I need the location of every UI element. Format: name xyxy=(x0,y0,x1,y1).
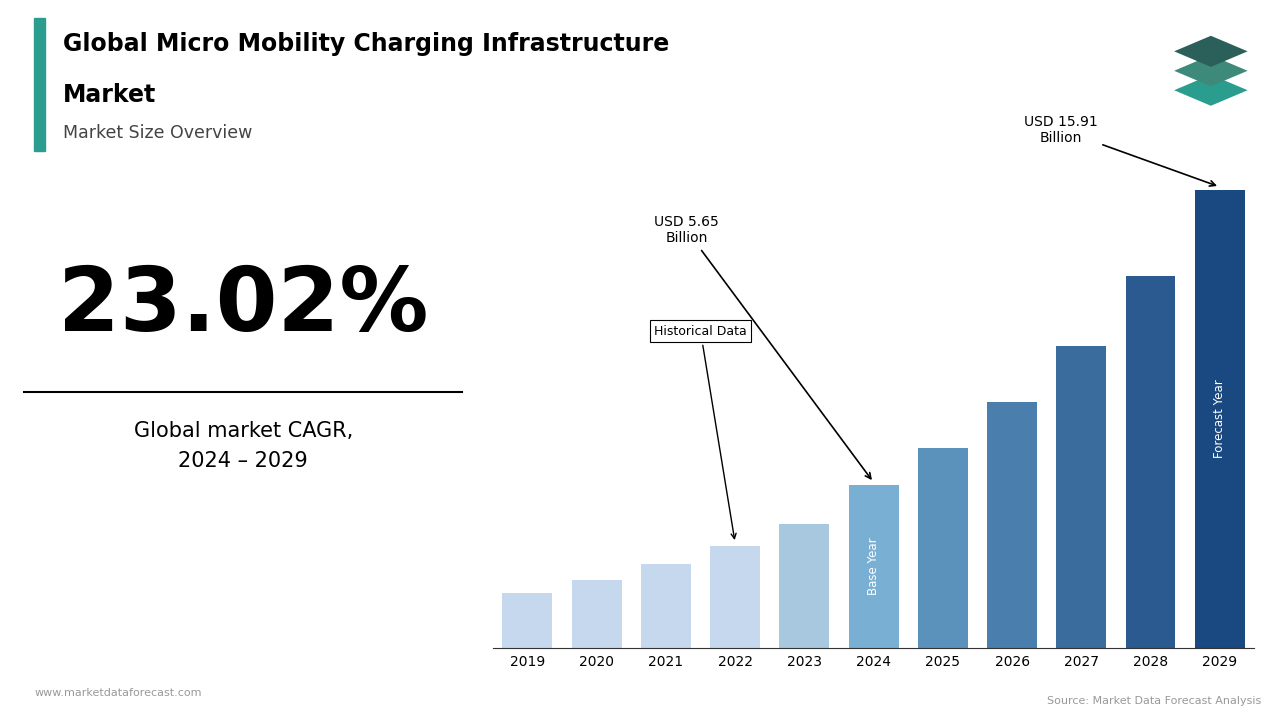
Bar xyxy=(918,448,968,648)
Text: 23.02%: 23.02% xyxy=(58,263,429,349)
Bar xyxy=(641,564,691,648)
Bar xyxy=(780,524,829,648)
Bar xyxy=(849,485,899,648)
Text: Global market CAGR,
2024 – 2029: Global market CAGR, 2024 – 2029 xyxy=(133,421,353,471)
Bar xyxy=(572,580,622,648)
Text: www.marketdataforecast.com: www.marketdataforecast.com xyxy=(35,688,201,698)
Text: Forecast Year: Forecast Year xyxy=(1213,379,1226,458)
Text: Market: Market xyxy=(63,83,156,107)
Text: USD 5.65
Billion: USD 5.65 Billion xyxy=(654,215,870,479)
Text: Base Year: Base Year xyxy=(867,538,881,595)
Text: USD 15.91
Billion: USD 15.91 Billion xyxy=(1024,114,1216,186)
Bar xyxy=(1056,346,1106,648)
Bar xyxy=(987,402,1037,648)
Text: Market Size Overview: Market Size Overview xyxy=(63,124,252,142)
Bar xyxy=(1125,276,1175,648)
Bar xyxy=(503,593,553,648)
Polygon shape xyxy=(1174,36,1248,67)
Polygon shape xyxy=(1174,55,1248,86)
Text: Global Micro Mobility Charging Infrastructure: Global Micro Mobility Charging Infrastru… xyxy=(63,32,669,56)
Text: Source: Market Data Forecast Analysis: Source: Market Data Forecast Analysis xyxy=(1047,696,1261,706)
Bar xyxy=(710,546,760,648)
Polygon shape xyxy=(1174,75,1248,106)
Bar xyxy=(35,18,45,151)
Text: Historical Data: Historical Data xyxy=(654,325,748,539)
Bar xyxy=(1194,190,1244,648)
